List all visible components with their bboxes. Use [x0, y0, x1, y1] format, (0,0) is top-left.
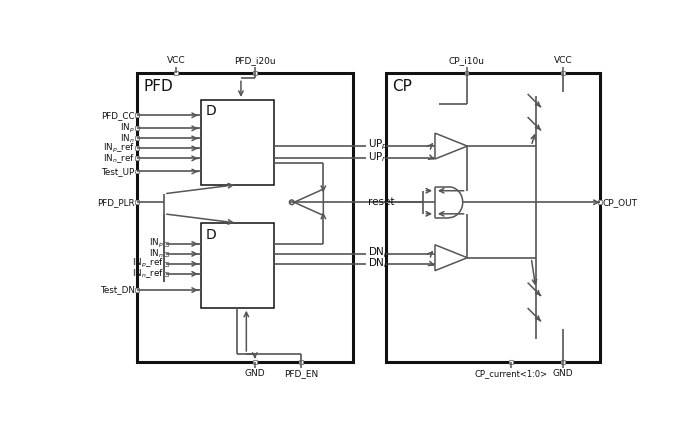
- Bar: [164, 272, 168, 276]
- Text: Test_DN: Test_DN: [100, 285, 134, 294]
- Text: IN$_n$: IN$_n$: [120, 132, 134, 145]
- Bar: [386, 73, 600, 362]
- Bar: [137, 73, 353, 362]
- Bar: [135, 146, 139, 150]
- Bar: [561, 71, 565, 75]
- Bar: [465, 71, 468, 75]
- Text: PFD_CC: PFD_CC: [101, 111, 134, 120]
- Text: D: D: [206, 104, 216, 119]
- Bar: [164, 252, 168, 256]
- Text: CP_OUT: CP_OUT: [603, 198, 638, 207]
- Bar: [253, 71, 257, 75]
- Bar: [135, 113, 139, 117]
- Bar: [135, 126, 139, 130]
- Text: UP$_p$: UP$_p$: [368, 138, 388, 152]
- Text: CP_i10u: CP_i10u: [449, 56, 484, 65]
- Bar: [253, 360, 257, 364]
- Bar: [135, 137, 139, 140]
- Text: reset: reset: [368, 196, 395, 207]
- Text: IN$_n$_ref: IN$_n$_ref: [132, 268, 164, 280]
- Text: PFD_EN: PFD_EN: [284, 369, 318, 378]
- Text: CP_current<1:0>: CP_current<1:0>: [475, 369, 548, 378]
- Bar: [201, 100, 274, 184]
- Bar: [510, 360, 513, 364]
- Bar: [135, 288, 139, 292]
- Text: PFD_i20u: PFD_i20u: [234, 56, 276, 65]
- Bar: [135, 169, 139, 173]
- Text: VCC: VCC: [167, 56, 186, 65]
- Text: IN$_p$_ref: IN$_p$_ref: [132, 257, 164, 270]
- Text: D: D: [206, 228, 216, 242]
- Text: IN$_n$_ref: IN$_n$_ref: [103, 152, 134, 165]
- Text: UP$_n$: UP$_n$: [368, 150, 388, 164]
- Bar: [164, 242, 168, 246]
- Bar: [135, 200, 139, 204]
- Bar: [561, 360, 565, 364]
- Bar: [598, 200, 602, 204]
- Text: DN$_p$: DN$_p$: [368, 246, 390, 260]
- Text: GND: GND: [244, 369, 265, 378]
- Text: IN$_n$: IN$_n$: [149, 248, 164, 260]
- Text: IN$_p$: IN$_p$: [149, 237, 164, 250]
- Text: PFD: PFD: [144, 79, 173, 94]
- Bar: [174, 71, 179, 75]
- Text: IN$_p$: IN$_p$: [120, 122, 134, 135]
- Text: Test_UP: Test_UP: [102, 167, 134, 176]
- Text: GND: GND: [552, 369, 573, 378]
- Text: IN$_p$_ref: IN$_p$_ref: [103, 142, 134, 155]
- Text: PFD_PLR: PFD_PLR: [97, 198, 134, 207]
- Bar: [299, 360, 303, 364]
- Text: CP: CP: [392, 79, 412, 94]
- Bar: [164, 262, 168, 266]
- Text: VCC: VCC: [554, 56, 572, 65]
- Text: DN$_n$: DN$_n$: [368, 256, 390, 270]
- Bar: [135, 157, 139, 160]
- Bar: [201, 223, 274, 308]
